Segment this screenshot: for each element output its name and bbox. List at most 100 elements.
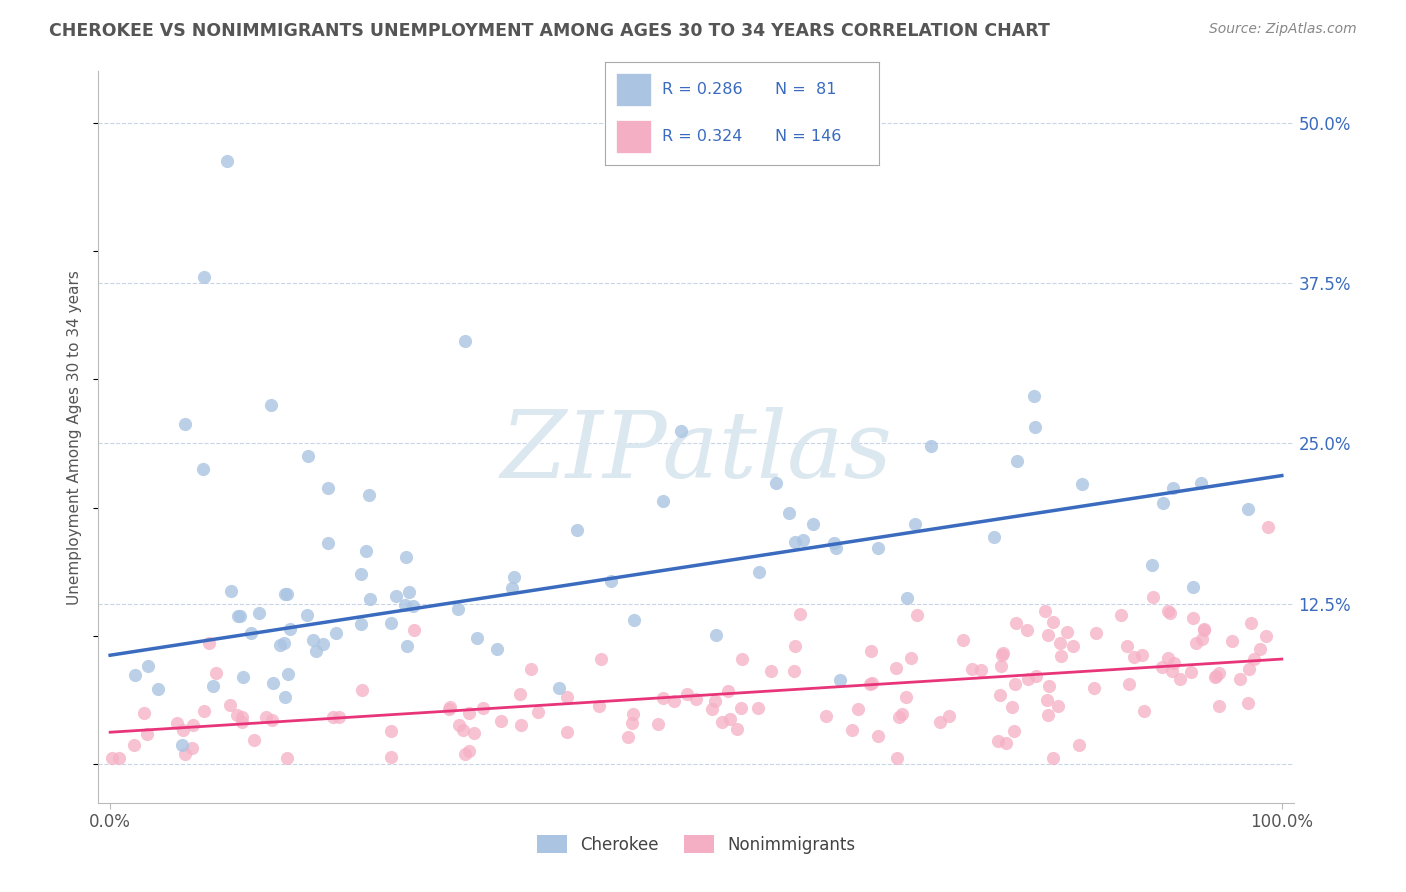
Point: [1071, 477, 1094, 491]
Point: [1036, 693, 1059, 707]
Point: [232, 669, 254, 683]
Point: [180, 740, 202, 755]
Point: [904, 516, 927, 531]
Point: [357, 488, 380, 502]
Point: [1229, 672, 1251, 686]
Point: [402, 599, 425, 613]
Point: [174, 747, 197, 761]
Point: [1237, 501, 1260, 516]
Point: [1220, 633, 1243, 648]
Point: [380, 750, 402, 764]
Point: [846, 701, 869, 715]
Point: [730, 652, 752, 666]
Point: [174, 417, 197, 432]
Point: [828, 673, 851, 687]
Point: [1123, 649, 1146, 664]
Point: [1150, 660, 1173, 674]
Point: [172, 739, 194, 753]
Point: [198, 636, 221, 650]
Point: [503, 570, 526, 584]
Point: [458, 744, 481, 758]
Point: [783, 535, 806, 549]
Point: [1005, 615, 1028, 630]
Point: [1156, 651, 1178, 665]
Point: [384, 589, 406, 603]
Point: [1189, 476, 1212, 491]
Point: [988, 688, 1011, 702]
Point: [439, 699, 461, 714]
Point: [226, 609, 249, 624]
Point: [886, 751, 908, 765]
Point: [276, 751, 298, 765]
Point: [1067, 739, 1090, 753]
Text: R = 0.286: R = 0.286: [662, 81, 742, 96]
Point: [359, 592, 381, 607]
Point: [1181, 580, 1204, 594]
Point: [350, 567, 373, 582]
Point: [328, 709, 350, 723]
Point: [1192, 622, 1215, 636]
Point: [1205, 669, 1227, 683]
Point: [217, 154, 239, 169]
Point: [325, 626, 347, 640]
Point: [201, 679, 224, 693]
Point: [1084, 625, 1107, 640]
Point: [995, 736, 1018, 750]
Point: [894, 690, 917, 704]
Point: [676, 687, 699, 701]
Point: [146, 681, 169, 696]
Point: [449, 718, 471, 732]
Point: [254, 710, 277, 724]
Point: [380, 724, 402, 739]
Point: [789, 607, 811, 621]
Point: [662, 694, 685, 708]
Point: [704, 628, 727, 642]
Point: [887, 709, 910, 723]
Point: [510, 718, 533, 732]
Point: [555, 690, 578, 705]
Point: [297, 608, 319, 623]
Point: [952, 633, 974, 648]
Point: [1254, 629, 1277, 643]
Point: [1142, 590, 1164, 604]
Point: [166, 715, 188, 730]
Point: [437, 702, 460, 716]
Point: [398, 585, 420, 599]
Point: [548, 681, 571, 696]
Point: [588, 698, 610, 713]
Point: [1163, 657, 1185, 671]
Point: [1208, 698, 1230, 713]
Point: [621, 706, 644, 721]
Point: [312, 637, 335, 651]
Point: [938, 709, 960, 723]
Point: [520, 662, 543, 676]
Point: [859, 643, 882, 657]
Point: [600, 574, 623, 588]
Point: [509, 687, 531, 701]
Point: [778, 506, 800, 520]
Point: [868, 541, 890, 555]
Point: [748, 565, 770, 579]
Point: [1191, 632, 1213, 646]
Point: [669, 424, 692, 438]
Point: [124, 668, 146, 682]
Point: [703, 694, 725, 708]
Point: [108, 751, 131, 765]
Point: [896, 591, 918, 606]
Point: [204, 666, 226, 681]
Point: [277, 666, 299, 681]
Point: [859, 677, 882, 691]
Text: CHEROKEE VS NONIMMIGRANTS UNEMPLOYMENT AMONG AGES 30 TO 34 YEARS CORRELATION CHA: CHEROKEE VS NONIMMIGRANTS UNEMPLOYMENT A…: [49, 22, 1050, 40]
Point: [623, 613, 645, 627]
Point: [136, 659, 159, 673]
Point: [316, 482, 339, 496]
Point: [191, 462, 214, 476]
Point: [243, 733, 266, 747]
Point: [1017, 672, 1039, 686]
Point: [1208, 666, 1230, 681]
Point: [454, 334, 477, 348]
Point: [297, 450, 319, 464]
Point: [1050, 648, 1073, 663]
Point: [491, 714, 513, 729]
Point: [565, 523, 588, 537]
